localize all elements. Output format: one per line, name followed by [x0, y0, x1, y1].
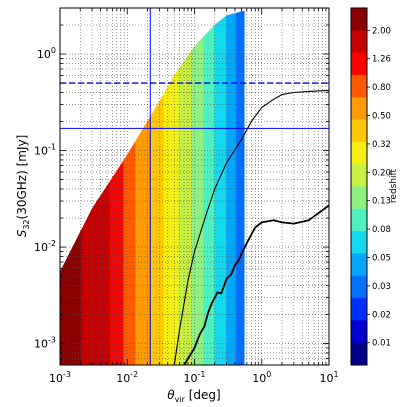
redshift-band-13 — [236, 10, 245, 365]
y-tick-label-base: 10 — [34, 338, 48, 351]
x-tick-label-exp: -1 — [198, 370, 206, 379]
redshift-band-8 — [178, 49, 192, 365]
x-tick-label-base: 10 — [184, 372, 198, 385]
redshift-band-4 — [123, 140, 136, 365]
y-axis-label-unit: (30GHz) [mJy] — [15, 135, 29, 220]
colorbar-segment — [351, 8, 367, 31]
colorbar-segment — [351, 119, 367, 143]
redshift-band-7 — [163, 68, 179, 365]
colorbar-segment — [351, 74, 367, 98]
y-tick-label: 10-3 — [34, 336, 56, 351]
y-tick-label-base: 10 — [34, 145, 48, 158]
colorbar-tick-label: 0.05 — [372, 253, 391, 263]
colorbar-tick-label: 0.13 — [372, 197, 391, 207]
curve-2 — [183, 204, 329, 365]
colorbar-label: redshift — [389, 168, 399, 203]
colorbar-segment — [351, 320, 367, 344]
x-tick-label-base: 10 — [319, 372, 333, 385]
colorbar-tick-label: 0.01 — [372, 339, 391, 349]
colorbar-tick-label: 1.26 — [372, 55, 391, 65]
y-tick-label-base: 10 — [37, 48, 51, 61]
colorbar-tick-label: 0.50 — [372, 112, 391, 122]
colorbar-segment — [351, 141, 367, 165]
x-tick-label-exp: -2 — [130, 370, 138, 379]
y-tick-label: 10-2 — [34, 239, 56, 254]
y-tick-label-exp: -2 — [48, 239, 56, 248]
x-axis-label-sub: vir — [175, 395, 186, 404]
x-tick-label-exp: 1 — [333, 370, 338, 379]
x-tick-labels: 10-3 10-2 10-1 100 101 — [49, 370, 339, 385]
colorbar-segment — [351, 342, 367, 366]
colorbar-segment — [351, 298, 367, 321]
x-tick-label: 101 — [319, 370, 338, 385]
colorbar-tick-label: 0.03 — [372, 282, 391, 292]
colorbar-segment — [351, 164, 367, 187]
redshift-band-1 — [60, 229, 82, 365]
redshift-band-6 — [150, 93, 165, 365]
y-tick-label-exp: 0 — [51, 46, 56, 55]
redshift-band-2 — [81, 180, 111, 365]
x-axis-label: θvir [deg] — [167, 388, 220, 404]
colorbar-frame — [350, 7, 368, 366]
colorbar-tick-label: 0.20 — [372, 168, 391, 178]
x-axis-label-symbol: θ — [167, 388, 175, 402]
colorbar-tick-label: 0.02 — [372, 310, 391, 320]
x-tick-label-exp: 0 — [266, 370, 271, 379]
y-tick-label-exp: -1 — [48, 143, 56, 152]
colorbar — [351, 8, 367, 366]
y-tick-label-exp: -3 — [48, 336, 56, 345]
redshift-region — [60, 10, 245, 365]
reference-lines — [60, 8, 329, 365]
curves — [173, 89, 329, 365]
x-tick-label-base: 10 — [116, 372, 130, 385]
redshift-band-5 — [135, 115, 151, 365]
colorbar-segment — [351, 253, 367, 277]
colorbar-tick-label: 2.00 — [372, 26, 391, 36]
grid — [60, 8, 329, 365]
colorbar-tick-label: 0.80 — [372, 83, 391, 93]
y-axis-label-symbol: S — [15, 229, 29, 237]
colorbar-tick-labels: 2.00 1.26 0.80 0.50 0.32 0.20 0.13 0.08 0.05 0.03… — [367, 26, 391, 349]
y-tick-label: 100 — [37, 46, 56, 61]
colorbar-segment — [351, 52, 367, 76]
x-tick-label: 10-1 — [184, 370, 206, 385]
colorbar-segment — [351, 231, 367, 254]
colorbar-segment — [351, 275, 367, 299]
colorbar-tick-label: 0.32 — [372, 140, 391, 150]
x-tick-label-base: 10 — [49, 372, 63, 385]
x-tick-label-exp: -3 — [63, 370, 71, 379]
colorbar-tick-label: 0.08 — [372, 225, 391, 235]
y-tick-label-base: 10 — [34, 241, 48, 254]
y-tick-label: 10-1 — [34, 143, 56, 158]
redshift-band-10 — [203, 24, 215, 365]
colorbar-segment — [351, 97, 367, 121]
colorbar-segment — [351, 208, 367, 232]
colorbar-segment — [351, 30, 367, 54]
x-tick-label: 100 — [252, 370, 271, 385]
x-axis-label-unit: [deg] — [185, 388, 221, 402]
colorbar-segment — [351, 186, 367, 210]
x-tick-label: 10-2 — [116, 370, 138, 385]
x-tick-label: 10-3 — [49, 370, 71, 385]
redshift-band-11 — [214, 15, 227, 365]
y-axis-label-sub: 32 — [22, 219, 31, 229]
curve-1 — [173, 89, 329, 365]
redshift-band-3 — [109, 159, 124, 365]
y-axis-label: S32(30GHz) [mJy] — [15, 135, 31, 238]
axis-ticks — [59, 7, 330, 366]
x-tick-label-base: 10 — [252, 372, 266, 385]
